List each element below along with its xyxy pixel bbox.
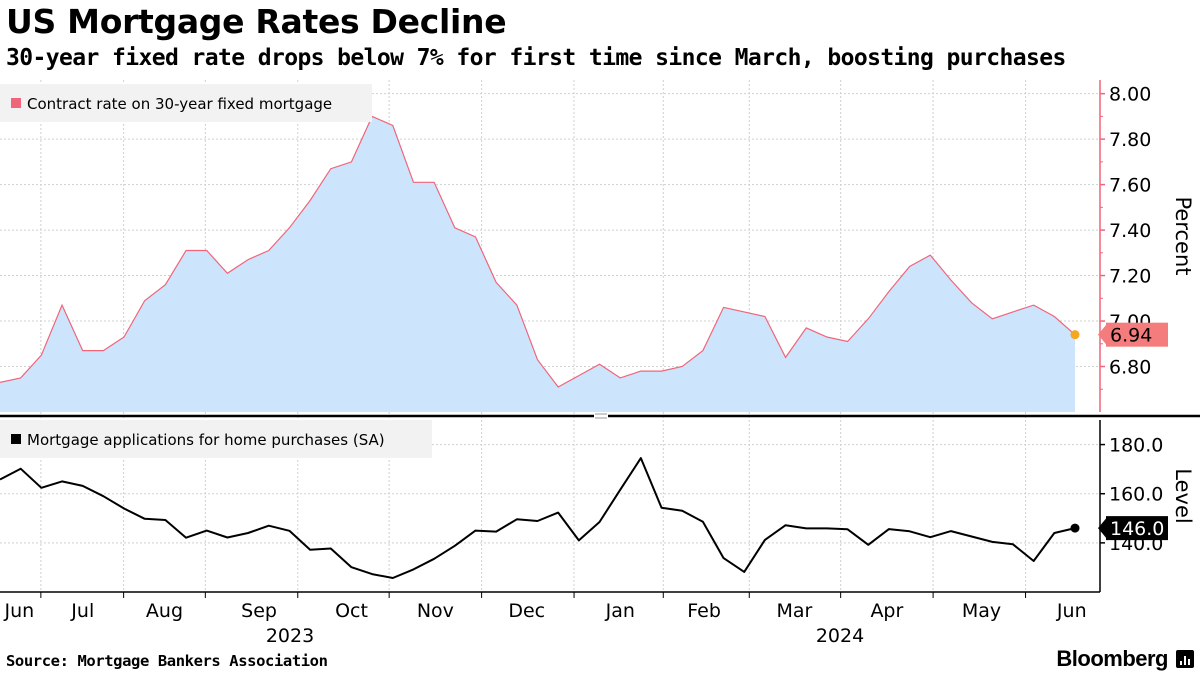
rate-last-value-pointer (1098, 322, 1108, 347)
purchase-last-value-box (1106, 516, 1168, 541)
x-tick-label: Nov (417, 600, 454, 622)
axis-layer: 6.807.007.207.407.607.808.00140.0160.018… (0, 80, 1200, 645)
bloomberg-chart-icon (1176, 650, 1194, 668)
purchase-panel (0, 457, 1080, 579)
rate-panel (0, 115, 1080, 413)
purchase-axis-title: Level (1171, 468, 1195, 523)
x-year-label: 2023 (266, 625, 314, 645)
rate-legend-box (0, 84, 372, 122)
chart-subtitle: 30-year fixed rate drops below 7% for fi… (6, 45, 1066, 71)
purchase-legend-box (0, 420, 432, 458)
rate-last-marker (1070, 330, 1080, 340)
purchase-line (0, 457, 1076, 579)
purchase-legend-swatch (11, 434, 21, 444)
x-tick-label: Jul (70, 600, 94, 622)
purchase-tick-label: 160.0 (1109, 484, 1163, 506)
x-tick-label: Mar (776, 600, 812, 622)
x-tick-label: Apr (870, 600, 903, 622)
x-tick-label: Dec (508, 600, 545, 622)
purchase-tick-label: 180.0 (1109, 435, 1163, 457)
chart-title: US Mortgage Rates Decline (6, 2, 507, 41)
panel-handle-bg (594, 412, 608, 420)
x-tick-label: Jun (4, 600, 35, 622)
x-tick-label: Jan (605, 600, 635, 622)
x-tick-label: Aug (146, 600, 183, 622)
rate-last-value-text: 6.94 (1110, 325, 1152, 347)
x-tick-label: Sep (241, 600, 277, 622)
source-note: Source: Mortgage Bankers Association (6, 652, 328, 670)
rate-last-value-box (1106, 322, 1168, 347)
purchase-last-value-text: 146.0 (1110, 518, 1164, 540)
chart-canvas: 6.807.007.207.407.607.808.00140.0160.018… (0, 80, 1200, 645)
x-tick-label: Jun (1056, 600, 1087, 622)
rate-tick-label: 7.20 (1109, 266, 1151, 288)
rate-tick-label: 7.40 (1109, 220, 1151, 242)
rate-tick-label: 6.80 (1109, 357, 1151, 379)
x-year-label: 2024 (816, 625, 864, 645)
x-tick-label: Oct (335, 600, 368, 622)
purchase-last-value-pointer (1098, 516, 1108, 541)
rate-line (0, 115, 1076, 388)
x-tick-label: Feb (687, 600, 721, 622)
rate-legend-label: Contract rate on 30-year fixed mortgage (27, 95, 332, 113)
brand-logo: Bloomberg (1056, 646, 1168, 671)
purchase-legend-label: Mortgage applications for home purchases… (27, 431, 385, 449)
rate-axis-title: Percent (1171, 196, 1195, 275)
purchase-last-marker (1070, 523, 1080, 533)
rate-area-fill (0, 116, 1075, 413)
x-tick-label: May (962, 600, 1001, 622)
rate-legend-swatch (11, 98, 21, 108)
rate-tick-label: 8.00 (1109, 84, 1151, 106)
rate-tick-label: 7.60 (1109, 175, 1151, 197)
rate-tick-label: 7.80 (1109, 129, 1151, 151)
